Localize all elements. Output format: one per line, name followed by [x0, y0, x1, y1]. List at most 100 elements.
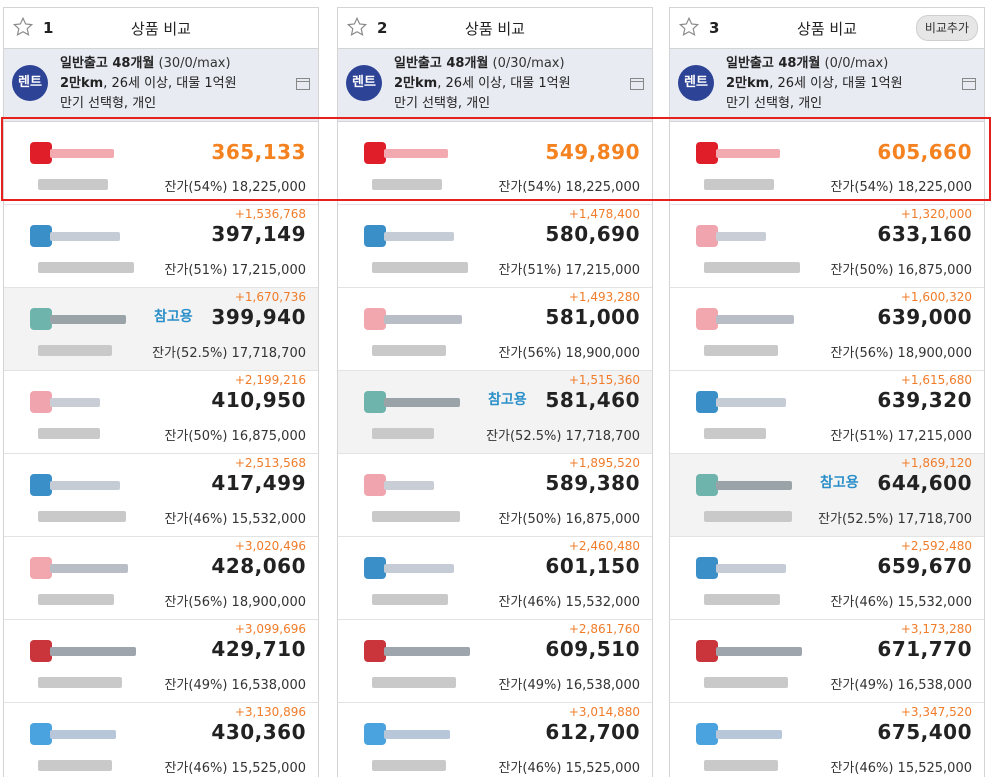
quote-row[interactable]: +3,099,696 429,710 잔가(49%) 16,538,000	[4, 620, 318, 703]
term-extra: (30/0/max)	[154, 56, 231, 71]
logo-wordmark	[716, 647, 802, 656]
star-icon[interactable]	[678, 16, 700, 38]
logo-wordmark	[384, 730, 450, 739]
residual-value: 잔가(54%) 18,225,000	[164, 180, 306, 195]
quote-row[interactable]: +1,493,280 581,000 잔가(56%) 18,900,000	[338, 288, 652, 371]
window-icon[interactable]	[962, 78, 976, 90]
quote-row[interactable]: 참고용 +1,869,120 644,600 잔가(52.5%) 17,718,700	[670, 454, 984, 537]
quote-row[interactable]: +1,478,400 580,690 잔가(51%) 17,215,000	[338, 205, 652, 288]
logo-mark	[364, 640, 386, 662]
company-logo	[20, 553, 140, 581]
quote-row[interactable]: 365,133 잔가(54%) 18,225,000	[4, 122, 318, 205]
quote-list: 549,890 잔가(54%) 18,225,000 +1,478,400 580,6…	[338, 122, 652, 777]
window-icon[interactable]	[630, 78, 644, 90]
monthly-price: 429,710	[211, 637, 306, 661]
quote-row[interactable]: 549,890 잔가(54%) 18,225,000	[338, 122, 652, 205]
column-header: 2 상품 비교	[338, 8, 652, 49]
monthly-price: 612,700	[545, 720, 640, 744]
compare-column-1: 1 상품 비교 렌트 일반출고 48개월 (30/0/max) 2만km, 26…	[3, 7, 319, 777]
condition-text: 일반출고 48개월 (30/0/max) 2만km, 26세 이상, 대물 1억…	[60, 54, 237, 114]
quote-row[interactable]: 605,660 잔가(54%) 18,225,000	[670, 122, 984, 205]
company-logo	[686, 387, 806, 415]
quote-row[interactable]: +2,861,760 609,510 잔가(49%) 16,538,000	[338, 620, 652, 703]
price-difference: +1,536,768	[234, 207, 306, 221]
quote-row[interactable]: +3,014,880 612,700 잔가(46%) 15,525,000	[338, 703, 652, 777]
residual-value: 잔가(50%) 16,875,000	[830, 263, 972, 278]
quote-row[interactable]: 참고용 +1,670,736 399,940 잔가(52.5%) 17,718,700	[4, 288, 318, 371]
logo-wordmark	[50, 481, 120, 490]
logo-mark	[364, 225, 386, 247]
residual-value: 잔가(56%) 18,900,000	[164, 595, 306, 610]
logo-wordmark	[50, 564, 128, 573]
monthly-price: 644,600	[877, 471, 972, 495]
company-logo	[686, 221, 806, 249]
price-difference: +1,600,320	[900, 290, 972, 304]
company-subtitle	[704, 428, 766, 439]
quote-row[interactable]: +1,536,768 397,149 잔가(51%) 17,215,000	[4, 205, 318, 288]
column-number: 3	[709, 19, 720, 37]
logo-mark	[696, 474, 718, 496]
column-header: 1 상품 비교	[4, 8, 318, 49]
quote-row[interactable]: +1,615,680 639,320 잔가(51%) 17,215,000	[670, 371, 984, 454]
quote-list: 605,660 잔가(54%) 18,225,000 +1,320,000 633,1…	[670, 122, 984, 777]
company-logo	[354, 221, 474, 249]
reference-label: 참고용	[488, 392, 527, 408]
logo-wordmark	[384, 398, 460, 407]
quote-row[interactable]: +2,199,216 410,950 잔가(50%) 16,875,000	[4, 371, 318, 454]
company-subtitle	[704, 594, 780, 605]
price-difference: +1,670,736	[234, 290, 306, 304]
logo-wordmark	[716, 481, 792, 490]
monthly-price: 399,940	[211, 305, 306, 329]
condition-box: 렌트 일반출고 48개월 (30/0/max) 2만km, 26세 이상, 대물…	[4, 49, 318, 122]
reference-label: 참고용	[154, 309, 193, 325]
add-compare-button[interactable]: 비교추가	[915, 15, 978, 41]
logo-wordmark	[50, 149, 114, 158]
logo-wordmark	[384, 315, 462, 324]
price-difference: +1,615,680	[900, 373, 972, 387]
monthly-price: 580,690	[545, 222, 640, 246]
logo-wordmark	[716, 398, 786, 407]
term-label: 일반출고 48개월	[726, 56, 821, 71]
quote-row[interactable]: +1,320,000 633,160 잔가(50%) 16,875,000	[670, 205, 984, 288]
company-logo	[686, 636, 806, 664]
monthly-price: 581,000	[545, 305, 640, 329]
quote-row[interactable]: +3,347,520 675,400 잔가(46%) 15,525,000	[670, 703, 984, 777]
company-logo	[686, 138, 806, 166]
quote-row[interactable]: +3,173,280 671,770 잔가(49%) 16,538,000	[670, 620, 984, 703]
column-header: 3 상품 비교 비교추가	[670, 8, 984, 49]
quote-row[interactable]: 참고용 +1,515,360 581,460 잔가(52.5%) 17,718,700	[338, 371, 652, 454]
residual-value: 잔가(54%) 18,225,000	[830, 180, 972, 195]
company-subtitle	[372, 428, 434, 439]
monthly-price: 397,149	[211, 222, 306, 246]
company-logo	[354, 553, 474, 581]
star-icon[interactable]	[346, 16, 368, 38]
quote-row[interactable]: +1,895,520 589,380 잔가(50%) 16,875,000	[338, 454, 652, 537]
star-icon[interactable]	[12, 16, 34, 38]
monthly-price: 605,660	[877, 140, 972, 164]
column-title: 상품 비교	[131, 20, 191, 38]
residual-value: 잔가(56%) 18,900,000	[498, 346, 640, 361]
logo-wordmark	[716, 232, 766, 241]
residual-value: 잔가(50%) 16,875,000	[164, 429, 306, 444]
residual-value: 잔가(54%) 18,225,000	[498, 180, 640, 195]
residual-value: 잔가(52.5%) 17,718,700	[818, 512, 972, 527]
quote-row[interactable]: +2,592,480 659,670 잔가(46%) 15,532,000	[670, 537, 984, 620]
monthly-price: 639,000	[877, 305, 972, 329]
logo-wordmark	[384, 564, 454, 573]
condition-text: 일반출고 48개월 (0/30/max) 2만km, 26세 이상, 대물 1억…	[394, 54, 571, 114]
quote-row[interactable]: +2,460,480 601,150 잔가(46%) 15,532,000	[338, 537, 652, 620]
window-icon[interactable]	[296, 78, 310, 90]
quote-row[interactable]: +2,513,568 417,499 잔가(46%) 15,532,000	[4, 454, 318, 537]
residual-value: 잔가(52.5%) 17,718,700	[486, 429, 640, 444]
logo-mark	[696, 391, 718, 413]
monthly-price: 428,060	[211, 554, 306, 578]
company-subtitle	[372, 594, 448, 605]
quote-row[interactable]: +3,020,496 428,060 잔가(56%) 18,900,000	[4, 537, 318, 620]
monthly-price: 671,770	[877, 637, 972, 661]
logo-wordmark	[384, 481, 434, 490]
company-subtitle	[704, 511, 792, 522]
price-difference: +1,869,120	[900, 456, 972, 470]
quote-row[interactable]: +3,130,896 430,360 잔가(46%) 15,525,000	[4, 703, 318, 777]
quote-row[interactable]: +1,600,320 639,000 잔가(56%) 18,900,000	[670, 288, 984, 371]
monthly-price: 589,380	[545, 471, 640, 495]
